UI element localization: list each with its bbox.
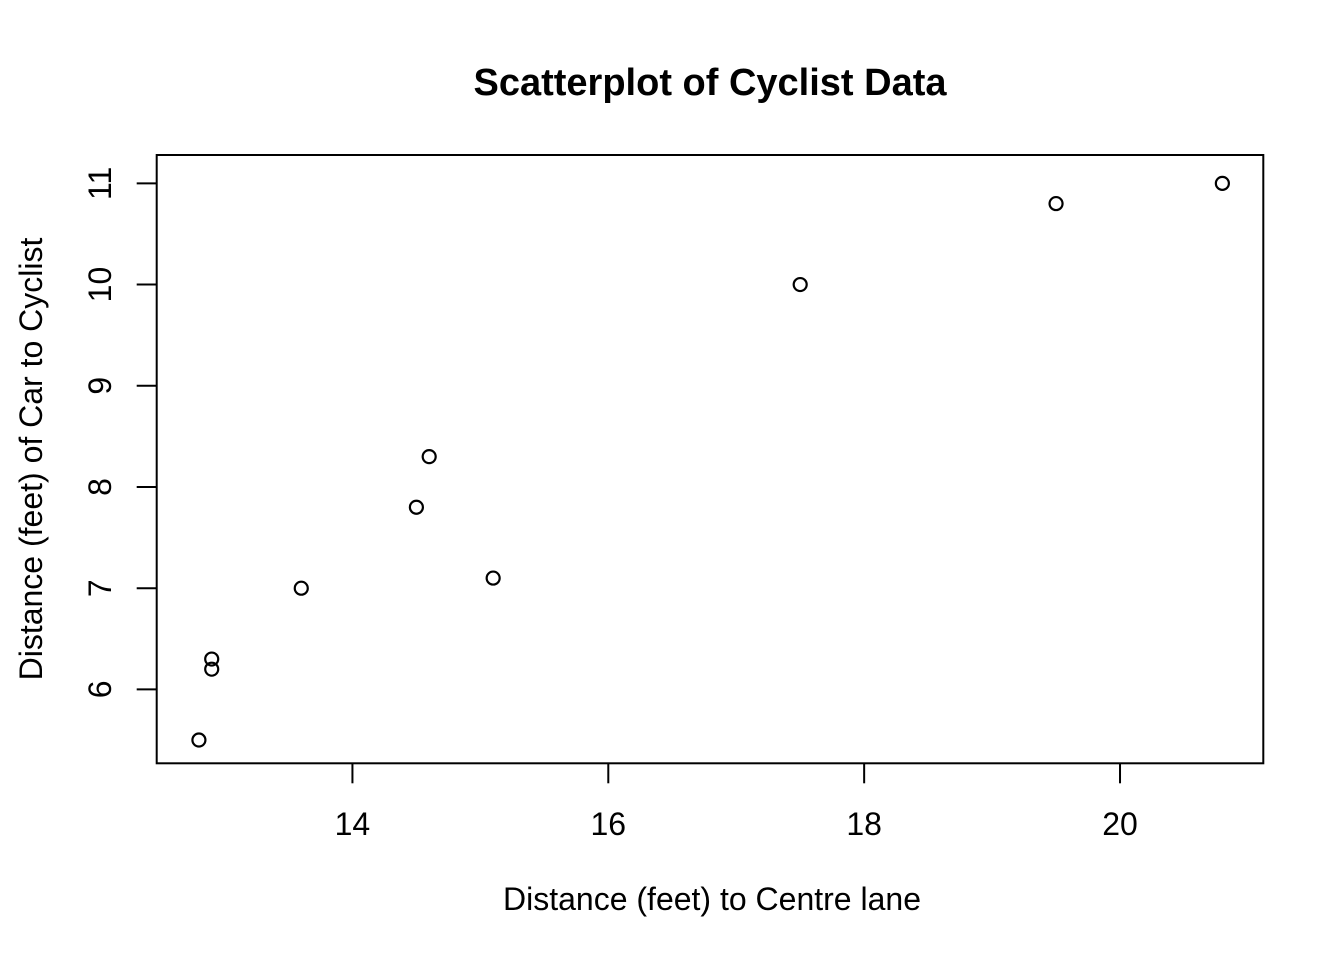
- data-point: [1214, 175, 1230, 191]
- y-tick-label: 8: [82, 478, 118, 496]
- data-point: [204, 651, 220, 667]
- data-point: [191, 732, 207, 748]
- data-point: [408, 499, 424, 515]
- x-axis: 14 16 18 20: [335, 763, 1138, 842]
- data-point: [1048, 195, 1064, 212]
- y-tick-label: 7: [82, 579, 118, 597]
- y-tick-label: 10: [82, 267, 118, 303]
- data-point: [421, 449, 437, 465]
- y-tick-label: 6: [82, 681, 118, 699]
- chart-title: Scatterplot of Cyclist Data: [474, 62, 948, 104]
- x-axis-label: Distance (feet) to Centre lane: [503, 881, 921, 917]
- x-tick-label: 14: [335, 806, 371, 842]
- data-points: [191, 175, 1230, 748]
- y-tick-label: 11: [82, 167, 118, 200]
- y-tick-label: 9: [82, 377, 118, 395]
- y-axis: 6 7 8 9 10 11: [82, 167, 157, 699]
- data-point: [293, 580, 309, 596]
- x-tick-label: 20: [1102, 806, 1138, 842]
- data-point: [792, 276, 808, 293]
- x-tick-label: 16: [590, 806, 626, 842]
- y-axis-label: Distance (feet) of Car to Cyclist: [13, 237, 49, 680]
- x-tick-label: 18: [846, 806, 882, 842]
- data-point: [204, 661, 220, 677]
- data-point: [485, 570, 501, 586]
- plot-area: [155, 154, 1265, 765]
